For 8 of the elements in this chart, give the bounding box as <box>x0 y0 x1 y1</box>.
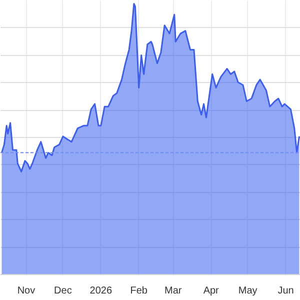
x-tick-label: Dec <box>54 286 72 296</box>
x-tick-label: Apr <box>203 286 220 296</box>
x-tick-label: Jun <box>278 286 294 296</box>
x-tick-label: Mar <box>164 286 182 296</box>
x-tick-label: Nov <box>17 286 36 296</box>
x-tick-label: 2026 <box>90 286 112 296</box>
x-tick-label: May <box>238 286 258 296</box>
x-tick-label: Feb <box>130 286 148 296</box>
